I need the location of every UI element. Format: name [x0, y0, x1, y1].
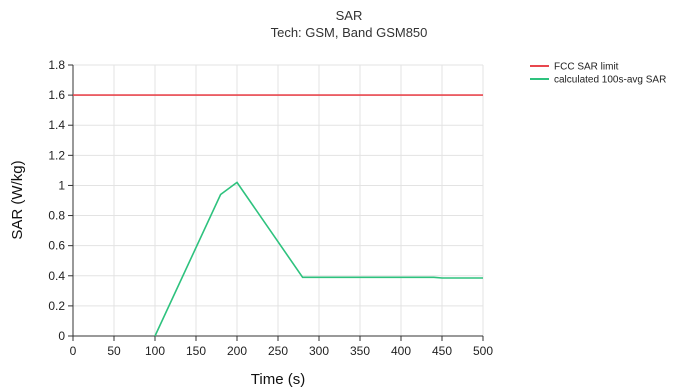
x-tick-label: 50 — [107, 344, 121, 358]
legend-label: calculated 100s-avg SAR — [554, 75, 666, 86]
y-tick-label: 0 — [58, 329, 65, 343]
x-tick-label: 100 — [145, 344, 165, 358]
x-tick-label: 250 — [268, 344, 288, 358]
x-tick-label: 0 — [70, 344, 77, 358]
legend: FCC SAR limit calculated 100s-avg SAR — [530, 62, 666, 86]
y-tick-label: 1 — [58, 178, 65, 192]
x-tick-label: 500 — [473, 344, 493, 358]
series-lines — [73, 94, 483, 337]
x-tick-label: 400 — [391, 344, 411, 358]
legend-label: FCC SAR limit — [554, 62, 619, 73]
y-tick-label: 1.8 — [48, 58, 65, 72]
x-axis-ticks: 0 50 100 150 200 250 300 350 400 450 500 — [70, 336, 493, 358]
y-tick-label: 0.2 — [48, 299, 65, 313]
y-axis-label: SAR (W/kg) — [9, 160, 26, 239]
chart-subtitle: Tech: GSM, Band GSM850 — [271, 25, 428, 40]
y-tick-label: 0.4 — [48, 269, 65, 283]
y-tick-label: 1.2 — [48, 148, 65, 162]
x-axis-label: Time (s) — [251, 371, 305, 388]
y-tick-label: 0.8 — [48, 209, 65, 223]
series-line-1 — [154, 181, 483, 337]
y-tick-label: 1.6 — [48, 88, 65, 102]
y-tick-label: 0.6 — [48, 239, 65, 253]
x-tick-label: 300 — [309, 344, 329, 358]
x-tick-label: 350 — [350, 344, 370, 358]
x-tick-label: 200 — [227, 344, 247, 358]
chart-title: SAR — [336, 8, 363, 23]
x-tick-label: 150 — [186, 344, 206, 358]
x-tick-label: 450 — [432, 344, 452, 358]
y-axis-ticks: 0 0.2 0.4 0.6 0.8 1 1.2 1.4 1.6 1.8 — [48, 58, 73, 343]
grid-lines — [73, 64, 484, 336]
y-tick-label: 1.4 — [48, 118, 65, 132]
